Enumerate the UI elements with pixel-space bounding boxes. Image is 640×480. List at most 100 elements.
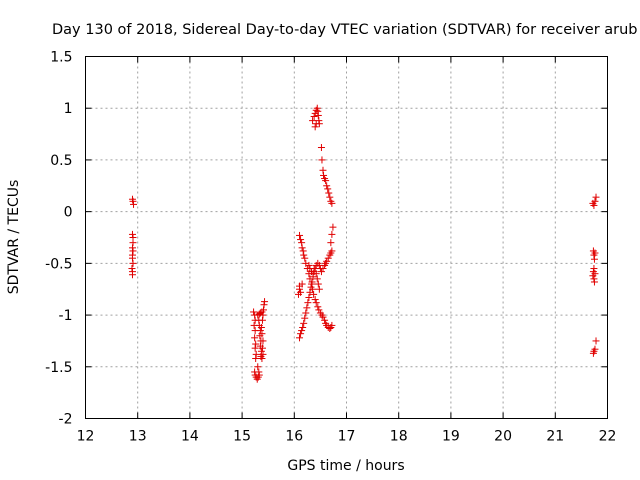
data-point <box>250 308 258 316</box>
data-point <box>260 301 268 309</box>
data-point <box>128 244 136 252</box>
y-tick-label: -1 <box>59 308 73 324</box>
data-point <box>303 304 311 312</box>
data-point <box>312 299 320 307</box>
data-point <box>317 268 325 276</box>
data-point <box>328 321 336 329</box>
data-point <box>294 290 302 298</box>
data-points <box>128 104 600 383</box>
x-tick-label: 20 <box>494 429 512 445</box>
data-point <box>305 293 313 301</box>
data-point <box>310 290 318 298</box>
x-tick-label: 14 <box>181 429 199 445</box>
data-point <box>256 309 264 317</box>
data-point <box>314 280 322 288</box>
data-point <box>319 166 327 174</box>
x-axis-ticks: 12 13 14 15 16 17 18 19 20 21 22 <box>77 56 617 445</box>
data-point <box>309 117 317 125</box>
data-point <box>313 275 321 283</box>
data-point <box>589 349 597 357</box>
data-point <box>257 347 265 355</box>
x-tick-label: 16 <box>285 429 303 445</box>
data-point <box>592 193 600 201</box>
y-tick-label: -2 <box>59 412 73 428</box>
data-point <box>323 182 331 190</box>
y-tick-label: -0.5 <box>45 256 72 272</box>
data-point <box>311 123 319 131</box>
data-point <box>591 270 599 278</box>
data-point <box>251 334 259 342</box>
x-tick-label: 17 <box>338 429 356 445</box>
data-point <box>301 314 309 322</box>
data-point <box>592 337 600 345</box>
data-point <box>315 285 323 293</box>
data-point <box>328 230 336 238</box>
data-point <box>314 111 322 119</box>
data-point <box>129 247 137 255</box>
data-point <box>300 319 308 327</box>
data-point <box>128 265 136 273</box>
x-axis-label: GPS time / hours <box>287 458 404 474</box>
data-point <box>261 298 269 306</box>
data-point <box>317 144 325 152</box>
data-point <box>304 299 312 307</box>
data-point <box>321 316 329 324</box>
data-point <box>323 257 331 265</box>
data-point <box>299 247 307 255</box>
chart-title: Day 130 of 2018, Sidereal Day-to-day VTE… <box>52 22 638 38</box>
data-point <box>252 350 260 358</box>
data-point <box>313 104 321 112</box>
data-point <box>308 278 316 286</box>
data-point <box>320 171 328 179</box>
x-tick-label: 22 <box>599 429 617 445</box>
data-point <box>258 344 266 352</box>
data-point <box>312 120 320 128</box>
data-point <box>314 107 322 115</box>
data-point <box>328 247 336 255</box>
y-tick-label: 0 <box>64 205 73 221</box>
data-point <box>298 239 306 247</box>
data-point <box>258 330 266 338</box>
data-point <box>591 249 599 257</box>
data-point <box>298 280 306 288</box>
data-point <box>591 197 599 205</box>
data-point <box>257 323 265 331</box>
y-tick-label: 1.5 <box>50 50 72 66</box>
data-point <box>312 270 320 278</box>
data-point <box>590 255 598 263</box>
data-point <box>319 265 327 273</box>
data-point <box>128 254 136 262</box>
y-tick-label: -1.5 <box>45 360 72 376</box>
data-point <box>128 271 136 279</box>
data-point <box>311 296 319 304</box>
data-point <box>255 371 263 379</box>
data-point <box>298 327 306 335</box>
data-point <box>325 189 333 197</box>
data-point <box>259 350 267 358</box>
data-point <box>306 288 314 296</box>
data-point <box>590 265 598 273</box>
data-point <box>329 223 337 231</box>
data-point <box>324 254 332 262</box>
data-point <box>129 259 137 267</box>
data-point <box>328 199 336 207</box>
grid <box>85 56 608 419</box>
data-point <box>322 177 330 185</box>
data-point <box>297 236 305 244</box>
data-point <box>251 344 259 352</box>
data-point <box>305 261 313 269</box>
y-axis-ticks: 1.5 1 0.5 0 -0.5 -1 -1.5 -2 <box>45 50 608 428</box>
data-point <box>296 334 304 342</box>
data-point <box>299 323 307 331</box>
data-point <box>300 251 308 259</box>
data-point <box>327 239 335 247</box>
data-point <box>259 337 267 345</box>
data-point <box>297 330 305 338</box>
data-point <box>128 230 136 238</box>
data-point <box>296 231 304 239</box>
data-point <box>318 156 326 164</box>
data-point <box>301 254 309 262</box>
data-point <box>258 316 266 324</box>
data-point <box>130 200 138 208</box>
